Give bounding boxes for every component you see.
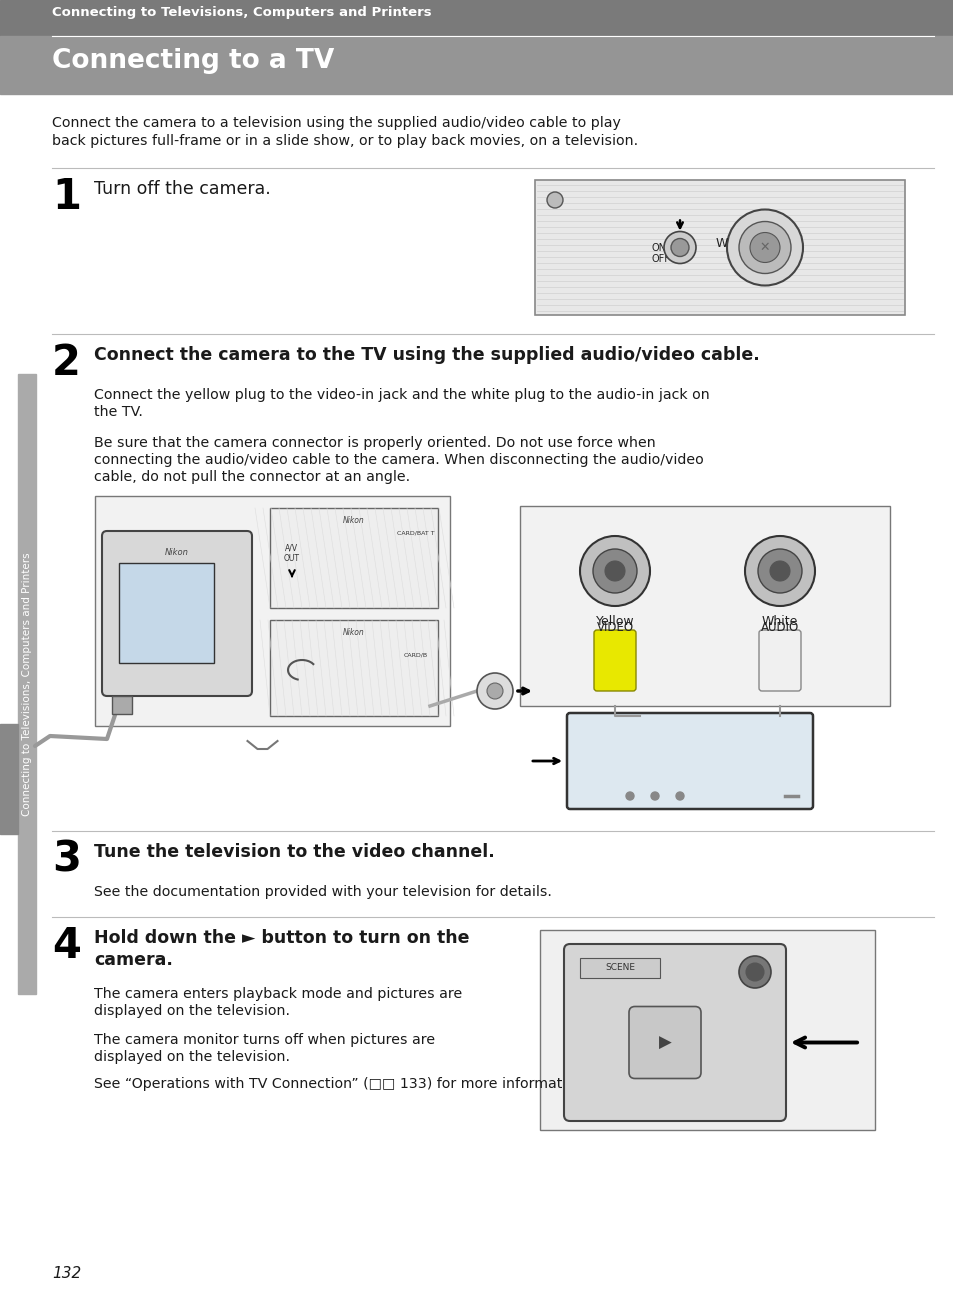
Text: Connecting to Televisions, Computers and Printers: Connecting to Televisions, Computers and… — [52, 7, 431, 18]
Text: 3: 3 — [52, 840, 81, 880]
Circle shape — [604, 561, 624, 581]
Text: See the documentation provided with your television for details.: See the documentation provided with your… — [94, 886, 551, 899]
Text: camera.: camera. — [94, 951, 172, 968]
FancyBboxPatch shape — [566, 714, 812, 809]
Circle shape — [476, 673, 513, 710]
Bar — [95, 495, 450, 727]
Text: 1: 1 — [52, 176, 81, 218]
Text: back pictures full-frame or in a slide show, or to play back movies, on a televi: back pictures full-frame or in a slide s… — [52, 134, 638, 148]
Text: The camera enters playback mode and pictures are: The camera enters playback mode and pict… — [94, 987, 462, 1001]
Text: Nikon: Nikon — [343, 516, 364, 526]
Circle shape — [676, 792, 683, 800]
Bar — [0, 724, 18, 834]
Text: Connect the camera to a television using the supplied audio/video cable to play: Connect the camera to a television using… — [52, 116, 620, 130]
Text: Nikon: Nikon — [343, 628, 364, 637]
Bar — [119, 562, 213, 664]
Circle shape — [739, 222, 790, 273]
Circle shape — [663, 231, 696, 264]
Bar — [519, 506, 889, 706]
Circle shape — [726, 209, 802, 285]
Circle shape — [670, 239, 688, 256]
Circle shape — [579, 536, 649, 606]
Text: 4: 4 — [52, 925, 81, 967]
Text: ON/: ON/ — [651, 243, 670, 254]
Circle shape — [744, 536, 814, 606]
Text: White: White — [761, 615, 798, 628]
Text: Connect the camera to the TV using the supplied audio/video cable.: Connect the camera to the TV using the s… — [94, 346, 759, 364]
Text: AUDIO: AUDIO — [760, 622, 799, 633]
Text: OFF: OFF — [651, 254, 670, 264]
Text: the TV.: the TV. — [94, 405, 143, 419]
Bar — [539, 930, 874, 1130]
Text: Be sure that the camera connector is properly oriented. Do not use force when: Be sure that the camera connector is pro… — [94, 436, 655, 449]
FancyBboxPatch shape — [628, 1007, 700, 1079]
Text: A/V
OUT: A/V OUT — [284, 543, 299, 562]
Text: Connecting to a TV: Connecting to a TV — [52, 49, 334, 74]
Text: CARD/BAT T: CARD/BAT T — [396, 531, 435, 536]
Text: Turn off the camera.: Turn off the camera. — [94, 180, 271, 198]
FancyBboxPatch shape — [594, 629, 636, 691]
Text: connecting the audio/video cable to the camera. When disconnecting the audio/vid: connecting the audio/video cable to the … — [94, 453, 703, 466]
Text: cable, do not pull the connector at an angle.: cable, do not pull the connector at an a… — [94, 470, 410, 484]
Text: Nikon: Nikon — [165, 548, 189, 557]
Bar — [112, 696, 132, 714]
Text: VIDEO: VIDEO — [596, 622, 633, 633]
Text: ▶: ▶ — [658, 1034, 671, 1051]
Bar — [270, 620, 437, 716]
FancyBboxPatch shape — [759, 629, 801, 691]
Circle shape — [745, 963, 763, 982]
Text: Connect the yellow plug to the video-in jack and the white plug to the audio-in : Connect the yellow plug to the video-in … — [94, 388, 709, 402]
Text: displayed on the television.: displayed on the television. — [94, 1050, 290, 1064]
Bar — [579, 958, 659, 978]
Text: ✕: ✕ — [759, 240, 769, 254]
Bar — [535, 180, 904, 315]
Bar — [18, 374, 36, 993]
Bar — [0, 35, 953, 95]
Circle shape — [650, 792, 659, 800]
Bar — [0, 0, 953, 35]
Circle shape — [486, 683, 502, 699]
Text: See “Operations with TV Connection” (□□ 133) for more information.: See “Operations with TV Connection” (□□ … — [94, 1077, 588, 1091]
Circle shape — [749, 233, 780, 263]
Text: Tune the television to the video channel.: Tune the television to the video channel… — [94, 844, 495, 861]
FancyBboxPatch shape — [563, 943, 785, 1121]
Circle shape — [625, 792, 634, 800]
Text: 132: 132 — [52, 1267, 81, 1281]
Text: The camera monitor turns off when pictures are: The camera monitor turns off when pictur… — [94, 1033, 435, 1047]
Text: W: W — [715, 237, 727, 250]
Circle shape — [593, 549, 637, 593]
Text: 2: 2 — [52, 342, 81, 384]
Circle shape — [739, 957, 770, 988]
Text: Hold down the ► button to turn on the: Hold down the ► button to turn on the — [94, 929, 469, 947]
Bar — [270, 509, 437, 608]
Circle shape — [546, 192, 562, 208]
Text: CARD/B: CARD/B — [403, 653, 428, 657]
FancyBboxPatch shape — [102, 531, 252, 696]
Text: Yellow: Yellow — [595, 615, 634, 628]
Text: displayed on the television.: displayed on the television. — [94, 1004, 290, 1018]
Circle shape — [769, 561, 789, 581]
Circle shape — [758, 549, 801, 593]
Text: SCENE: SCENE — [604, 963, 635, 972]
Text: Connecting to Televisions, Computers and Printers: Connecting to Televisions, Computers and… — [22, 552, 32, 816]
